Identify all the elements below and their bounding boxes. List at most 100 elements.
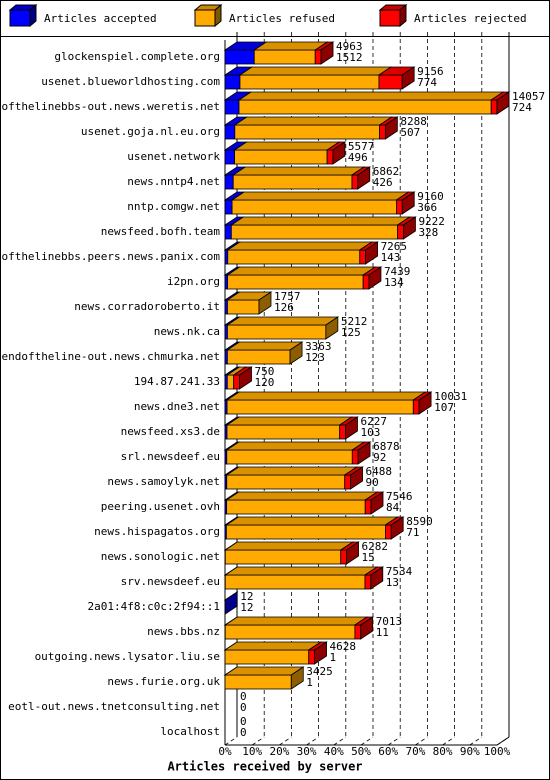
grid-line xyxy=(251,32,265,746)
x-tick-label: 70% xyxy=(405,745,425,758)
total-label: 5577 xyxy=(348,140,375,153)
grid-line-floor xyxy=(251,736,265,746)
total-label: 6282 xyxy=(362,540,389,553)
bar-segment xyxy=(350,441,372,465)
accepted-label: 13 xyxy=(386,576,399,589)
total-label: 5212 xyxy=(341,315,368,328)
grid-line-floor xyxy=(360,736,374,746)
bar-front xyxy=(226,499,366,515)
bar-side xyxy=(345,416,358,440)
accepted-label: 426 xyxy=(373,176,393,189)
bar-side xyxy=(289,341,303,365)
y-tick-label: news.nk.ca xyxy=(154,325,220,338)
bar-segment xyxy=(225,466,359,490)
bar-side xyxy=(239,366,252,390)
bar-side xyxy=(346,541,359,565)
grid-line-floor xyxy=(387,736,401,746)
y-tick-label: usenet.network xyxy=(127,150,220,163)
y-tick-label: endoftheline-out.news.chmurka.net xyxy=(1,350,220,363)
total-label: 14057 xyxy=(512,90,545,103)
grid-line-floor xyxy=(442,736,455,746)
bar-side xyxy=(403,216,416,240)
y-tick-label: nntp.comgw.net xyxy=(127,200,220,213)
bar-segment xyxy=(232,366,253,390)
grid-line xyxy=(387,32,401,746)
bar-top xyxy=(226,316,340,326)
bar-front xyxy=(224,49,255,65)
bar-top xyxy=(226,241,374,251)
bar-top xyxy=(225,516,399,526)
x-tick-label: 10% xyxy=(242,745,262,758)
bar-segment xyxy=(377,66,416,90)
bar-front xyxy=(234,124,380,140)
bar-segment xyxy=(231,166,366,190)
total-label: 10031 xyxy=(434,390,467,403)
accepted-label: 0 xyxy=(240,701,247,714)
bar-front xyxy=(227,249,361,265)
bar-side xyxy=(368,266,382,290)
accepted-label: 1512 xyxy=(336,51,363,64)
y-tick-label: news.bbs.nz xyxy=(147,625,220,638)
y-tick-label: newsfeed.bofh.team xyxy=(101,225,221,238)
accepted-label: 11 xyxy=(376,626,389,639)
bar-front xyxy=(308,649,315,665)
bar-segment xyxy=(226,316,340,340)
bar-segment xyxy=(225,441,366,465)
accepted-label: 15 xyxy=(362,551,375,564)
x-tick-label: 40% xyxy=(324,745,344,758)
bar-side xyxy=(365,241,378,265)
bar-front xyxy=(340,549,347,565)
bar-top xyxy=(233,141,341,151)
y-tick-label: news.dne3.net xyxy=(134,400,220,413)
total-label: 6878 xyxy=(373,440,400,453)
bar-segment xyxy=(350,166,372,190)
grid-line-floor xyxy=(496,736,510,746)
x-tick-label: 100% xyxy=(484,745,511,758)
y-tick-label: usenet.blueworldhosting.com xyxy=(41,75,220,88)
x-tick-label: 80% xyxy=(433,745,453,758)
total-label: 3363 xyxy=(305,340,332,353)
bar-side xyxy=(401,191,415,215)
bar-segment xyxy=(226,266,377,290)
bar-segment xyxy=(225,491,379,515)
bar-top xyxy=(225,416,354,426)
bar-segment xyxy=(237,91,505,115)
accepted-label: 123 xyxy=(305,351,325,364)
total-label: 6227 xyxy=(360,415,387,428)
y-tick-label: endofthelinebbs-out.news.weretis.net xyxy=(0,100,220,113)
bar-front xyxy=(227,324,327,340)
bar-front xyxy=(253,49,316,65)
accepted-label: 107 xyxy=(434,401,454,414)
total-label: 750 xyxy=(255,365,275,378)
x-tick-label: 0% xyxy=(218,745,232,758)
bar-segment xyxy=(223,666,305,690)
bar-segment xyxy=(226,341,304,365)
bar-segment xyxy=(363,566,385,590)
bar-segment xyxy=(358,241,379,265)
bar-front xyxy=(339,424,346,440)
bar-segment xyxy=(233,116,393,140)
grid-line xyxy=(360,32,374,746)
total-label: 9156 xyxy=(417,65,444,78)
bar-front xyxy=(226,349,291,365)
bar-segment xyxy=(223,616,369,640)
bar-top xyxy=(225,391,427,401)
y-tick-label: srv.newsdeef.eu xyxy=(121,575,220,588)
total-label: 3425 xyxy=(306,665,333,678)
accepted-label: 496 xyxy=(348,151,368,164)
bar-front xyxy=(224,174,234,190)
y-tick-label: news.samoylyk.net xyxy=(107,475,220,488)
total-label: 8590 xyxy=(406,515,433,528)
bar-segment xyxy=(411,391,433,415)
bar-front xyxy=(364,574,372,590)
bar-segment xyxy=(226,241,374,265)
bar-front xyxy=(224,199,233,215)
accepted-label: 120 xyxy=(255,376,275,389)
accepted-label: 90 xyxy=(366,476,379,489)
bar-segment xyxy=(225,391,427,415)
legend-swatch xyxy=(9,9,31,27)
x-axis-label: Articles received by server xyxy=(167,760,362,774)
bar-segment xyxy=(396,216,417,240)
accepted-label: 1 xyxy=(330,651,337,664)
bar-top xyxy=(223,666,305,676)
